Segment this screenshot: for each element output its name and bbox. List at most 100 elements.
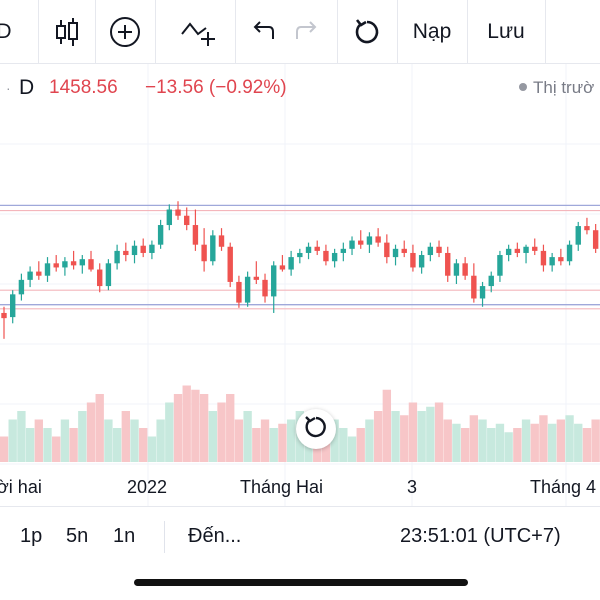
market-status-label: Thị trườ (533, 78, 595, 97)
candle-body (79, 259, 86, 266)
candle-body (445, 252, 451, 276)
bottom-divider (164, 521, 165, 553)
candle-body (514, 248, 521, 253)
candle-body (436, 246, 442, 253)
volume-bar (104, 419, 113, 462)
volume-bar (434, 402, 444, 462)
volume-bar (260, 419, 270, 462)
volume-bar (513, 428, 522, 462)
goto-date-button[interactable]: Đến... (188, 525, 242, 547)
candle-body (427, 246, 434, 256)
symbol-interval[interactable]: D (19, 76, 35, 99)
candle-body (244, 276, 251, 303)
market-status-dot (519, 82, 527, 91)
volume-bar (191, 389, 200, 462)
time-tick: Tháng 4 (530, 477, 597, 497)
candle-body (44, 263, 51, 276)
time-tick: Tháng Hai (240, 477, 324, 497)
redo-icon (295, 21, 321, 43)
interval-label: D (0, 20, 12, 43)
candle-body (201, 244, 207, 262)
volume-bar (582, 428, 592, 462)
candle-body (366, 236, 373, 245)
candle-body (523, 246, 529, 253)
indicators-button[interactable] (170, 0, 226, 64)
interval-5n[interactable]: 5n (66, 525, 89, 547)
reload-button[interactable] (338, 0, 396, 64)
candle-body (497, 255, 503, 276)
time-axis[interactable]: ời hai 2022 Tháng Hai 3 Tháng 4 (0, 470, 600, 506)
volume-bar (234, 419, 244, 462)
toolbar-divider (397, 0, 398, 64)
chart-type-button[interactable] (40, 0, 94, 64)
candle-body (392, 248, 399, 258)
volume-bar (278, 423, 287, 462)
candle-body (331, 252, 338, 262)
candle-body (236, 281, 242, 303)
candle-body (532, 246, 538, 251)
interval-button[interactable]: D (0, 0, 14, 64)
volume-bar (391, 411, 400, 462)
toolbar-divider (337, 0, 338, 64)
candle-body (549, 257, 555, 266)
save-button[interactable]: Lưu (468, 0, 544, 64)
candle-body (592, 230, 599, 249)
volume-bar (426, 406, 435, 462)
volume-bar (130, 419, 139, 462)
candle-body (218, 235, 225, 247)
candle-body (323, 250, 329, 262)
reset-chart-button[interactable] (296, 409, 336, 449)
bottom-bar: 1p 5n 1n Đến... 23:51:01 (UTC+7) (0, 506, 600, 566)
volume-bar (269, 428, 278, 462)
candle-body (18, 279, 25, 295)
chart-area[interactable] (0, 64, 600, 506)
candle-body (184, 215, 190, 226)
volume-bar (69, 428, 78, 462)
candle-body (566, 244, 573, 262)
top-toolbar: D (0, 0, 600, 64)
candle-body (253, 276, 260, 280)
toolbar-divider (38, 0, 39, 64)
volume-bar (339, 428, 348, 462)
candle-body (505, 248, 512, 256)
volume-bar (182, 385, 191, 462)
volume-bar (139, 428, 148, 462)
timezone-clock[interactable]: 23:51:01 (UTC+7) (400, 525, 561, 547)
market-status[interactable]: Thị trườ (519, 78, 594, 98)
candle-body (358, 240, 364, 245)
volume-bar (356, 428, 365, 462)
load-button[interactable]: Nạp (398, 0, 466, 64)
volume-bar (495, 423, 505, 462)
candle-body (53, 263, 59, 268)
volume-bar (112, 428, 122, 462)
candle-body (453, 263, 460, 276)
volume-bar (382, 389, 392, 462)
candle-body (384, 242, 390, 258)
volume-bar (199, 394, 209, 462)
candle-body (540, 250, 547, 266)
interval-1n[interactable]: 1n (113, 525, 136, 547)
reset-chart-icon (303, 414, 329, 445)
home-indicator[interactable] (134, 579, 468, 586)
candle-body (140, 245, 146, 253)
volume-bar (547, 423, 557, 462)
volume-bar (373, 411, 383, 462)
volume-bar (443, 419, 452, 462)
volume-bar (521, 419, 531, 462)
compare-button[interactable] (96, 0, 154, 64)
candle-body (192, 225, 199, 245)
redo-button[interactable] (290, 0, 326, 64)
interval-1p[interactable]: 1p (20, 525, 43, 547)
candle-body (97, 269, 103, 287)
volume-bar (565, 415, 574, 462)
volume-bar (60, 419, 70, 462)
volume-bar (147, 436, 157, 462)
price-chart[interactable] (0, 64, 600, 506)
candle-body (227, 246, 233, 282)
candle-body (262, 279, 268, 297)
candle-body (279, 265, 286, 270)
undo-button[interactable] (244, 0, 280, 64)
toolbar-divider (95, 0, 96, 64)
candle-body (401, 248, 407, 253)
volume-bar (478, 419, 487, 462)
